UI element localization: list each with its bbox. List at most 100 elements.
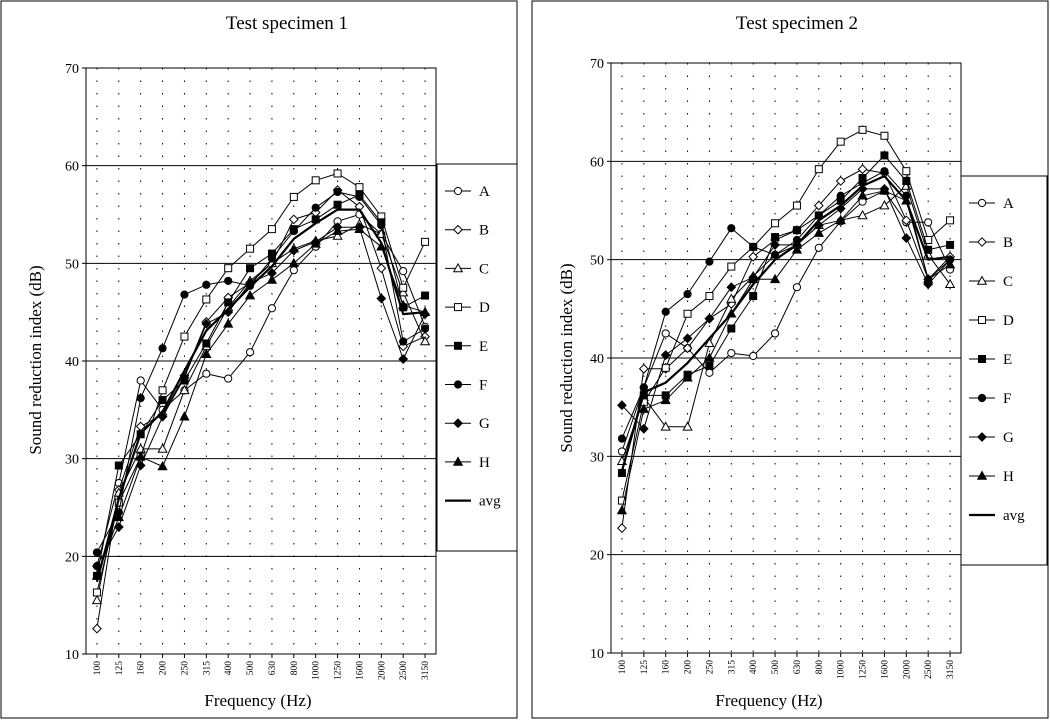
x-tick-label: 500 — [246, 661, 256, 676]
data-point-F — [399, 337, 408, 346]
data-point-F — [661, 307, 670, 316]
data-point-D — [333, 169, 342, 178]
x-tick-label: 200 — [159, 661, 169, 676]
data-point-E — [333, 200, 342, 209]
data-point-B — [748, 251, 759, 262]
data-point-B — [376, 263, 387, 274]
x-tick-label: 500 — [771, 660, 781, 675]
data-point-D — [180, 332, 189, 341]
series-line-E — [621, 154, 951, 474]
data-point-H — [857, 190, 868, 200]
data-point-C — [419, 335, 431, 346]
chart-title: Test specimen 1 — [226, 13, 348, 34]
data-point-C — [332, 230, 343, 240]
y-tick-label: 40 — [590, 352, 604, 367]
x-tick-label: 1250 — [859, 660, 869, 679]
legend-swatch-marker — [977, 393, 987, 403]
x-tick-label: 630 — [793, 660, 803, 675]
legend-item-B: B — [969, 235, 1013, 251]
data-point-F — [749, 242, 758, 251]
data-point-F — [224, 276, 233, 286]
x-tick-label: 3150 — [946, 660, 956, 679]
data-point-B — [638, 363, 649, 374]
data-point-D — [683, 309, 692, 318]
data-point-F — [683, 289, 692, 299]
legend-item-G: G — [445, 416, 490, 432]
y-tick-label: 60 — [590, 155, 604, 170]
legend-swatch-marker — [978, 355, 986, 363]
data-point-D — [836, 137, 845, 146]
series-H — [616, 185, 956, 515]
x-tick-label: 160 — [137, 661, 147, 676]
data-point-F — [158, 344, 167, 353]
x-tick-label: 1000 — [837, 660, 847, 679]
x-tick-label: 2000 — [902, 660, 912, 679]
legend-box — [960, 175, 1048, 566]
legend-item-A: A — [445, 184, 490, 200]
data-point-G — [92, 561, 102, 572]
series-line-F — [96, 191, 426, 553]
data-point-F — [617, 434, 627, 443]
legend-label: H — [479, 455, 490, 471]
legend-label: C — [479, 261, 489, 277]
data-point-G — [376, 293, 387, 304]
legend-swatch-marker — [453, 186, 463, 196]
x-tick-label: 100 — [618, 660, 628, 675]
data-point-B — [813, 200, 824, 211]
legend-swatch-marker — [454, 341, 462, 350]
data-point-A — [792, 283, 802, 292]
data-point-D — [771, 219, 780, 228]
chart-test-specimen-2: Test specimen 2 Sound reduction index (d… — [531, 0, 1049, 719]
data-point-E — [202, 339, 211, 348]
data-point-E — [224, 298, 233, 307]
data-point-H — [135, 451, 146, 461]
legend-swatch-marker — [978, 316, 986, 324]
data-point-A — [136, 376, 145, 385]
data-point-B — [617, 523, 627, 534]
y-tick-label: 60 — [65, 160, 79, 175]
x-tick-label: 200 — [684, 660, 694, 675]
legend-item-F: F — [445, 378, 487, 394]
data-point-A — [924, 218, 933, 227]
data-point-E — [246, 264, 255, 273]
legend-label: avg — [1003, 508, 1025, 524]
y-tick-label: 70 — [590, 57, 604, 72]
series-F — [92, 187, 430, 557]
data-point-F — [355, 192, 364, 202]
data-point-D — [92, 588, 101, 597]
legend-swatch-marker — [452, 262, 464, 273]
data-point-H — [354, 223, 365, 233]
legend-item-B: B — [445, 223, 489, 239]
chart-test-specimen-1: Test specimen 1 Sound reduction index (d… — [0, 0, 518, 719]
data-point-A — [224, 374, 233, 383]
legend-label: B — [479, 223, 489, 239]
data-point-E — [792, 226, 801, 235]
data-point-B — [288, 214, 299, 225]
legend-box — [436, 163, 518, 552]
data-point-B — [901, 215, 912, 226]
y-tick-label: 70 — [65, 62, 79, 77]
y-tick-label: 10 — [590, 647, 604, 662]
data-point-H — [310, 238, 321, 248]
data-point-G — [770, 240, 780, 250]
data-point-E — [114, 461, 123, 470]
data-point-D — [399, 283, 408, 292]
data-point-G — [638, 423, 649, 434]
data-point-G — [288, 245, 299, 256]
x-tick-label: 125 — [115, 661, 125, 676]
data-point-H — [223, 318, 234, 328]
data-point-E — [705, 361, 714, 370]
legend-item-C: C — [969, 274, 1013, 290]
data-point-D — [158, 386, 167, 395]
data-point-H — [179, 411, 190, 421]
data-point-D — [355, 183, 364, 192]
chart-frame — [0, 0, 518, 719]
data-point-G — [901, 233, 912, 243]
data-point-G — [398, 354, 409, 364]
legend-swatch-marker — [453, 418, 463, 429]
data-point-E — [727, 324, 736, 333]
legend-swatch-marker — [453, 380, 463, 389]
data-point-E — [749, 292, 758, 301]
